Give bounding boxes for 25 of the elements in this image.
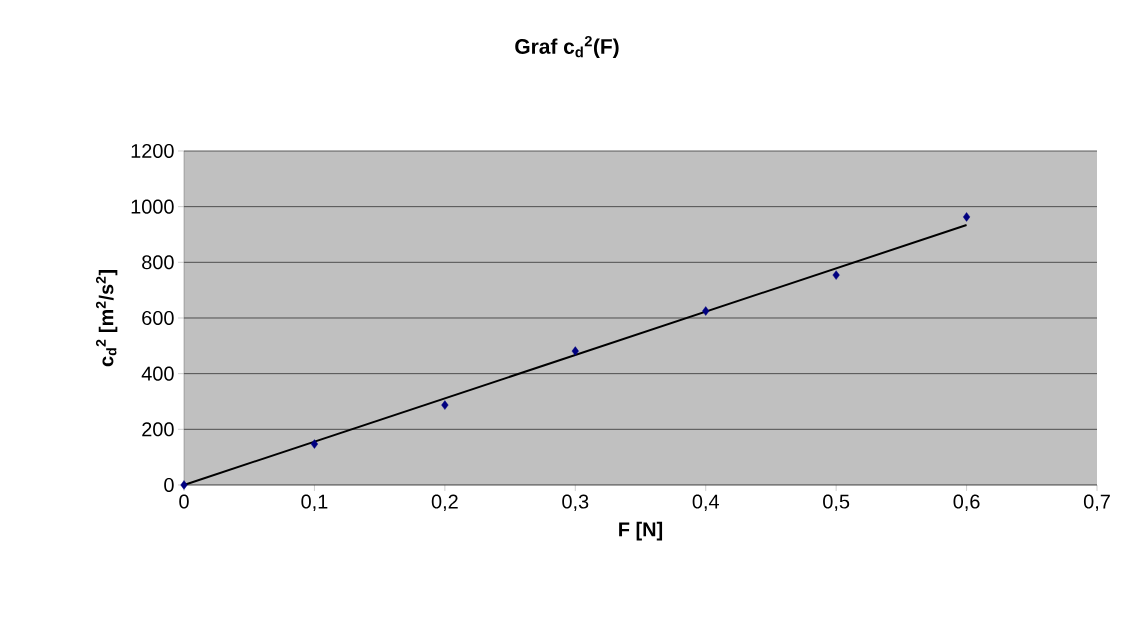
y-tick-label: 1200 <box>131 143 174 159</box>
y-tick-label: 400 <box>141 366 174 381</box>
point <box>441 400 449 410</box>
y-tick-label: 600 <box>142 310 174 326</box>
x-tick-label: 0,2 <box>431 494 458 511</box>
y-tick-label: 200 <box>142 422 174 437</box>
chart-title: Graf c$_{d}$$^{2}$(F) <box>515 35 619 59</box>
point <box>310 439 318 449</box>
x-tick-label: 0,4 <box>692 494 719 511</box>
x-tick-label: 0,6 <box>953 494 980 511</box>
point <box>832 270 840 280</box>
x-tick-label: 0 <box>179 494 189 509</box>
point <box>963 212 971 222</box>
x-tick-label: 0,7 <box>1083 494 1110 511</box>
y-tick-label: 1000 <box>131 199 174 214</box>
y-tick-label: 800 <box>142 255 174 270</box>
x-tick-label: 0,3 <box>562 494 589 511</box>
point <box>180 480 188 490</box>
x-tick-label: 0,5 <box>823 494 850 511</box>
point <box>571 346 579 356</box>
y-tick-label: 0 <box>164 477 174 493</box>
y-axis-title: c$_{d}$$^{2}$ [m$^{2}$/s$^{2}$] <box>95 270 118 367</box>
point <box>702 306 710 316</box>
x-tick-label: 0,1 <box>301 494 328 511</box>
x-axis-title: F [N] <box>619 521 663 541</box>
